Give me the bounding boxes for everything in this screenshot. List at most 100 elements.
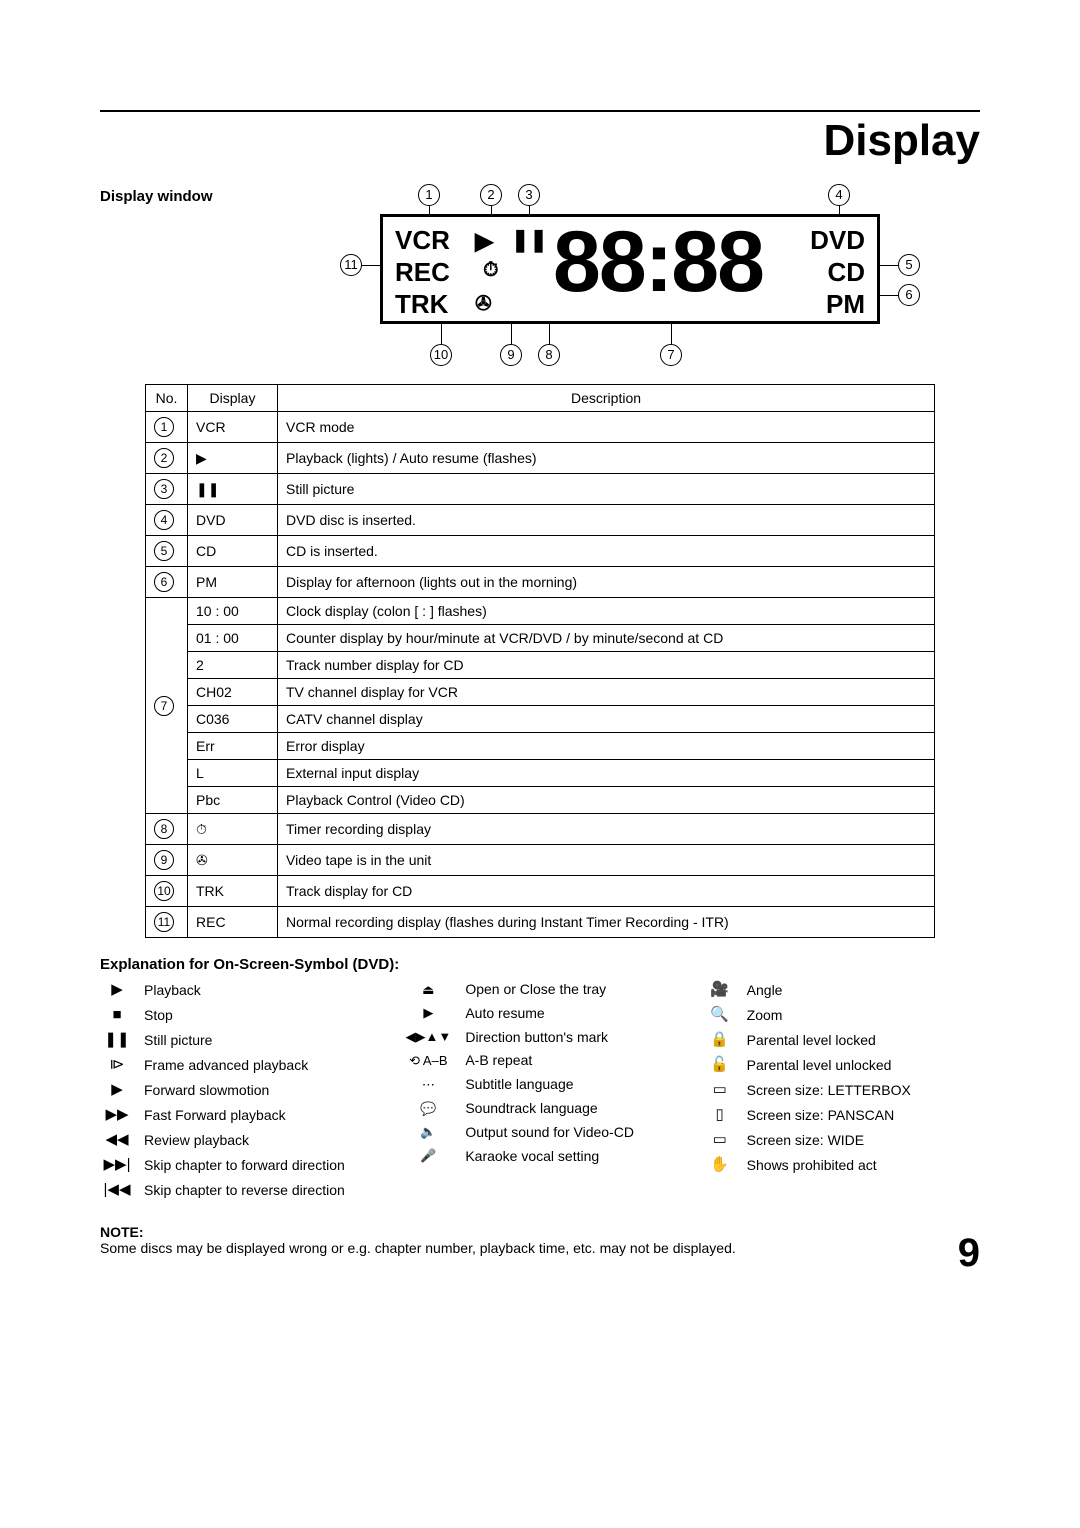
display-description-table: No. Display Description 1VCRVCR mode2▶Pl… (145, 384, 935, 938)
legend-label: Output sound for Video-CD (465, 1124, 634, 1141)
table-row: CH02TV channel display for VCR (146, 679, 935, 706)
panel-cd: CD (827, 257, 865, 288)
cell-display: CD (188, 536, 278, 567)
legend-symbol: ◀▶▲▼ (401, 1029, 455, 1045)
table-row: 4DVDDVD disc is inserted. (146, 505, 935, 536)
legend-symbol: ◀◀ (100, 1131, 134, 1149)
lead (671, 324, 672, 344)
table-row: 2Track number display for CD (146, 652, 935, 679)
cell-no: 4 (146, 505, 188, 536)
cell-description: Playback Control (Video CD) (278, 787, 935, 814)
legend-row: 🔓 Parental level unlocked (703, 1056, 980, 1074)
cell-description: External input display (278, 760, 935, 787)
cell-display: ❚❚ (188, 474, 278, 505)
cell-description: CATV channel display (278, 706, 935, 733)
table-row: 2▶Playback (lights) / Auto resume (flash… (146, 443, 935, 474)
cell-display: ⏱ (188, 814, 278, 845)
cell-description: Track number display for CD (278, 652, 935, 679)
cell-description: Clock display (colon [ : ] flashes) (278, 598, 935, 625)
display-window-section: Display window 1 2 3 4 5 6 11 7 8 9 10 (100, 184, 980, 384)
legend-symbol: ⟲ A–B (401, 1053, 455, 1069)
legend-label: Frame advanced playback (144, 1057, 308, 1074)
callout-5: 5 (898, 254, 920, 276)
cell-no: 10 (146, 876, 188, 907)
legend-row: ⋯Subtitle language (401, 1076, 678, 1093)
legend-label: Parental level unlocked (747, 1057, 892, 1074)
legend-symbol: 💬 (401, 1101, 455, 1117)
legend-label: Shows prohibited act (747, 1157, 877, 1174)
table-row: 11RECNormal recording display (flashes d… (146, 907, 935, 938)
legend-label: Skip chapter to forward direction (144, 1157, 345, 1174)
legend-symbol: ▭ (703, 1081, 737, 1099)
legend-heading: Explanation for On-Screen-Symbol (DVD): (100, 956, 980, 973)
th-display: Display (188, 385, 278, 412)
legend-symbol: |◀◀ (100, 1181, 134, 1199)
legend-row: ▶Auto resume (401, 1005, 678, 1022)
callout-9: 9 (500, 344, 522, 366)
table-row: LExternal input display (146, 760, 935, 787)
note-text: Some discs may be displayed wrong or e.g… (100, 1240, 980, 1256)
legend-symbol: ⏏ (401, 982, 455, 998)
cell-display: Pbc (188, 787, 278, 814)
legend-label: Karaoke vocal setting (465, 1148, 599, 1165)
cell-description: Timer recording display (278, 814, 935, 845)
lead (441, 324, 442, 344)
table-row: 6PMDisplay for afternoon (lights out in … (146, 567, 935, 598)
cell-no: 11 (146, 907, 188, 938)
cell-display: VCR (188, 412, 278, 443)
table-row: 10TRKTrack display for CD (146, 876, 935, 907)
cell-no: 3 (146, 474, 188, 505)
cell-description: Counter display by hour/minute at VCR/DV… (278, 625, 935, 652)
legend-row: 🔍 Zoom (703, 1006, 980, 1024)
table-row: 710 : 00Clock display (colon [ : ] flash… (146, 598, 935, 625)
legend-symbol: 🔓 (703, 1056, 737, 1074)
table-row: 1VCRVCR mode (146, 412, 935, 443)
lead (362, 265, 380, 266)
legend-label: Screen size: WIDE (747, 1132, 864, 1149)
table-row: C036CATV channel display (146, 706, 935, 733)
legend-label: Still picture (144, 1032, 212, 1049)
legend-row: ⟲ A–BA-B repeat (401, 1052, 678, 1069)
lead (511, 324, 512, 344)
table-row: ErrError display (146, 733, 935, 760)
cell-no: 1 (146, 412, 188, 443)
legend-row: ⏏ Open or Close the tray (401, 981, 678, 998)
page-number: 9 (958, 1231, 980, 1276)
cell-no: 6 (146, 567, 188, 598)
legend-label: Open or Close the tray (465, 981, 606, 998)
legend-row: ▭Screen size: LETTERBOX (703, 1081, 980, 1099)
lead (549, 324, 550, 344)
cell-no: 7 (146, 598, 188, 814)
legend-row: ▭Screen size: WIDE (703, 1131, 980, 1149)
cell-no: 5 (146, 536, 188, 567)
legend-symbol: ✋ (703, 1156, 737, 1174)
cell-description: Display for afternoon (lights out in the… (278, 567, 935, 598)
panel-digits: 88:88 (553, 213, 763, 312)
lead (880, 295, 898, 296)
panel-dvd: DVD (810, 225, 865, 256)
cell-no: 2 (146, 443, 188, 474)
legend-symbol: 🎥 (703, 981, 737, 999)
legend-symbol: ▶ (100, 981, 134, 999)
legend-symbol: 🔍 (703, 1006, 737, 1024)
legend-label: Review playback (144, 1132, 249, 1149)
cell-display: TRK (188, 876, 278, 907)
legend-symbol: ❚❚ (100, 1031, 134, 1049)
callout-4: 4 (828, 184, 850, 206)
cell-display: ▶ (188, 443, 278, 474)
table-row: 9✇Video tape is in the unit (146, 845, 935, 876)
legend-label: Subtitle language (465, 1076, 573, 1093)
legend-row: ▶Playback (100, 981, 377, 999)
legend-row: ◀◀ Review playback (100, 1131, 377, 1149)
play-icon: ▶ (475, 227, 493, 256)
lead (880, 265, 898, 266)
legend-symbol: ■ (100, 1006, 134, 1024)
callout-2: 2 (480, 184, 502, 206)
legend-label: Zoom (747, 1007, 783, 1024)
title-rule (100, 110, 980, 112)
legend-row: 🔒Parental level locked (703, 1031, 980, 1049)
legend-col-3: 🎥Angle🔍Zoom🔒Parental level locked🔓Parent… (703, 981, 980, 1206)
callout-11: 11 (340, 254, 362, 276)
cell-description: Playback (lights) / Auto resume (flashes… (278, 443, 935, 474)
legend-row: ▶▶Fast Forward playback (100, 1106, 377, 1124)
